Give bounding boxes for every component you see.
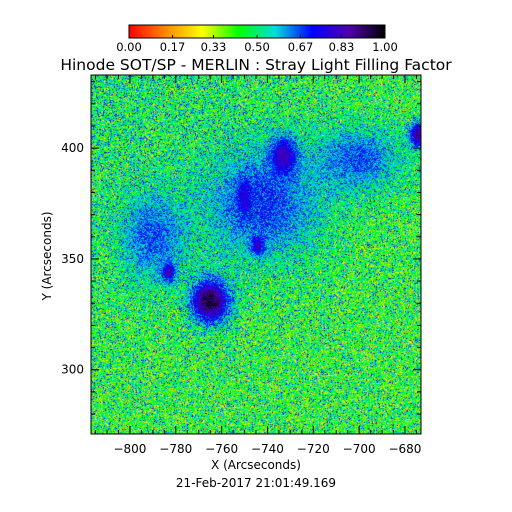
x-tick-label: −700 xyxy=(343,442,376,456)
colorbar-ticks xyxy=(128,35,386,38)
timestamp-footer: 21-Feb-2017 21:01:49.169 xyxy=(176,476,336,490)
colorbar-tick-label: 0.50 xyxy=(244,40,270,54)
x-tick-label: −760 xyxy=(205,442,238,456)
y-tick-label: 400 xyxy=(61,141,84,155)
x-tick-label: −740 xyxy=(251,442,284,456)
colorbar-tick-label: 0.67 xyxy=(288,40,314,54)
colorbar-tick-label: 0.00 xyxy=(116,40,142,54)
colorbar-tick-label: 0.33 xyxy=(201,40,227,54)
x-tick-label: −800 xyxy=(113,442,146,456)
x-tick-label: −680 xyxy=(388,442,421,456)
y-axis-label: Y (Arcseconds) xyxy=(40,211,54,301)
x-axis-ticks xyxy=(95,75,417,434)
x-tick-label: −720 xyxy=(297,442,330,456)
y-tick-label: 300 xyxy=(61,363,84,377)
plot-image-container xyxy=(91,75,421,434)
x-tick-label: −780 xyxy=(159,442,192,456)
x-axis-label: X (Arcseconds) xyxy=(211,458,301,472)
colorbar-tick-labels: 0.00 0.17 0.33 0.50 0.67 0.83 1.00 xyxy=(116,40,398,54)
colorbar: 0.00 0.17 0.33 0.50 0.67 0.83 1.00 xyxy=(116,24,398,54)
y-axis-ticks xyxy=(91,81,421,415)
y-axis-tick-labels: 300 350 400 xyxy=(61,141,84,377)
chart-title: Hinode SOT/SP - MERLIN : Stray Light Fil… xyxy=(60,56,452,74)
colorbar-tick-label: 0.83 xyxy=(329,40,355,54)
x-axis-tick-labels: −800 −780 −760 −740 −720 −700 −680 xyxy=(113,442,421,456)
heatmap-image xyxy=(91,75,421,434)
colorbar-tick-label: 0.17 xyxy=(160,40,186,54)
colorbar-tick-label: 1.00 xyxy=(372,40,398,54)
y-tick-label: 350 xyxy=(61,252,84,266)
